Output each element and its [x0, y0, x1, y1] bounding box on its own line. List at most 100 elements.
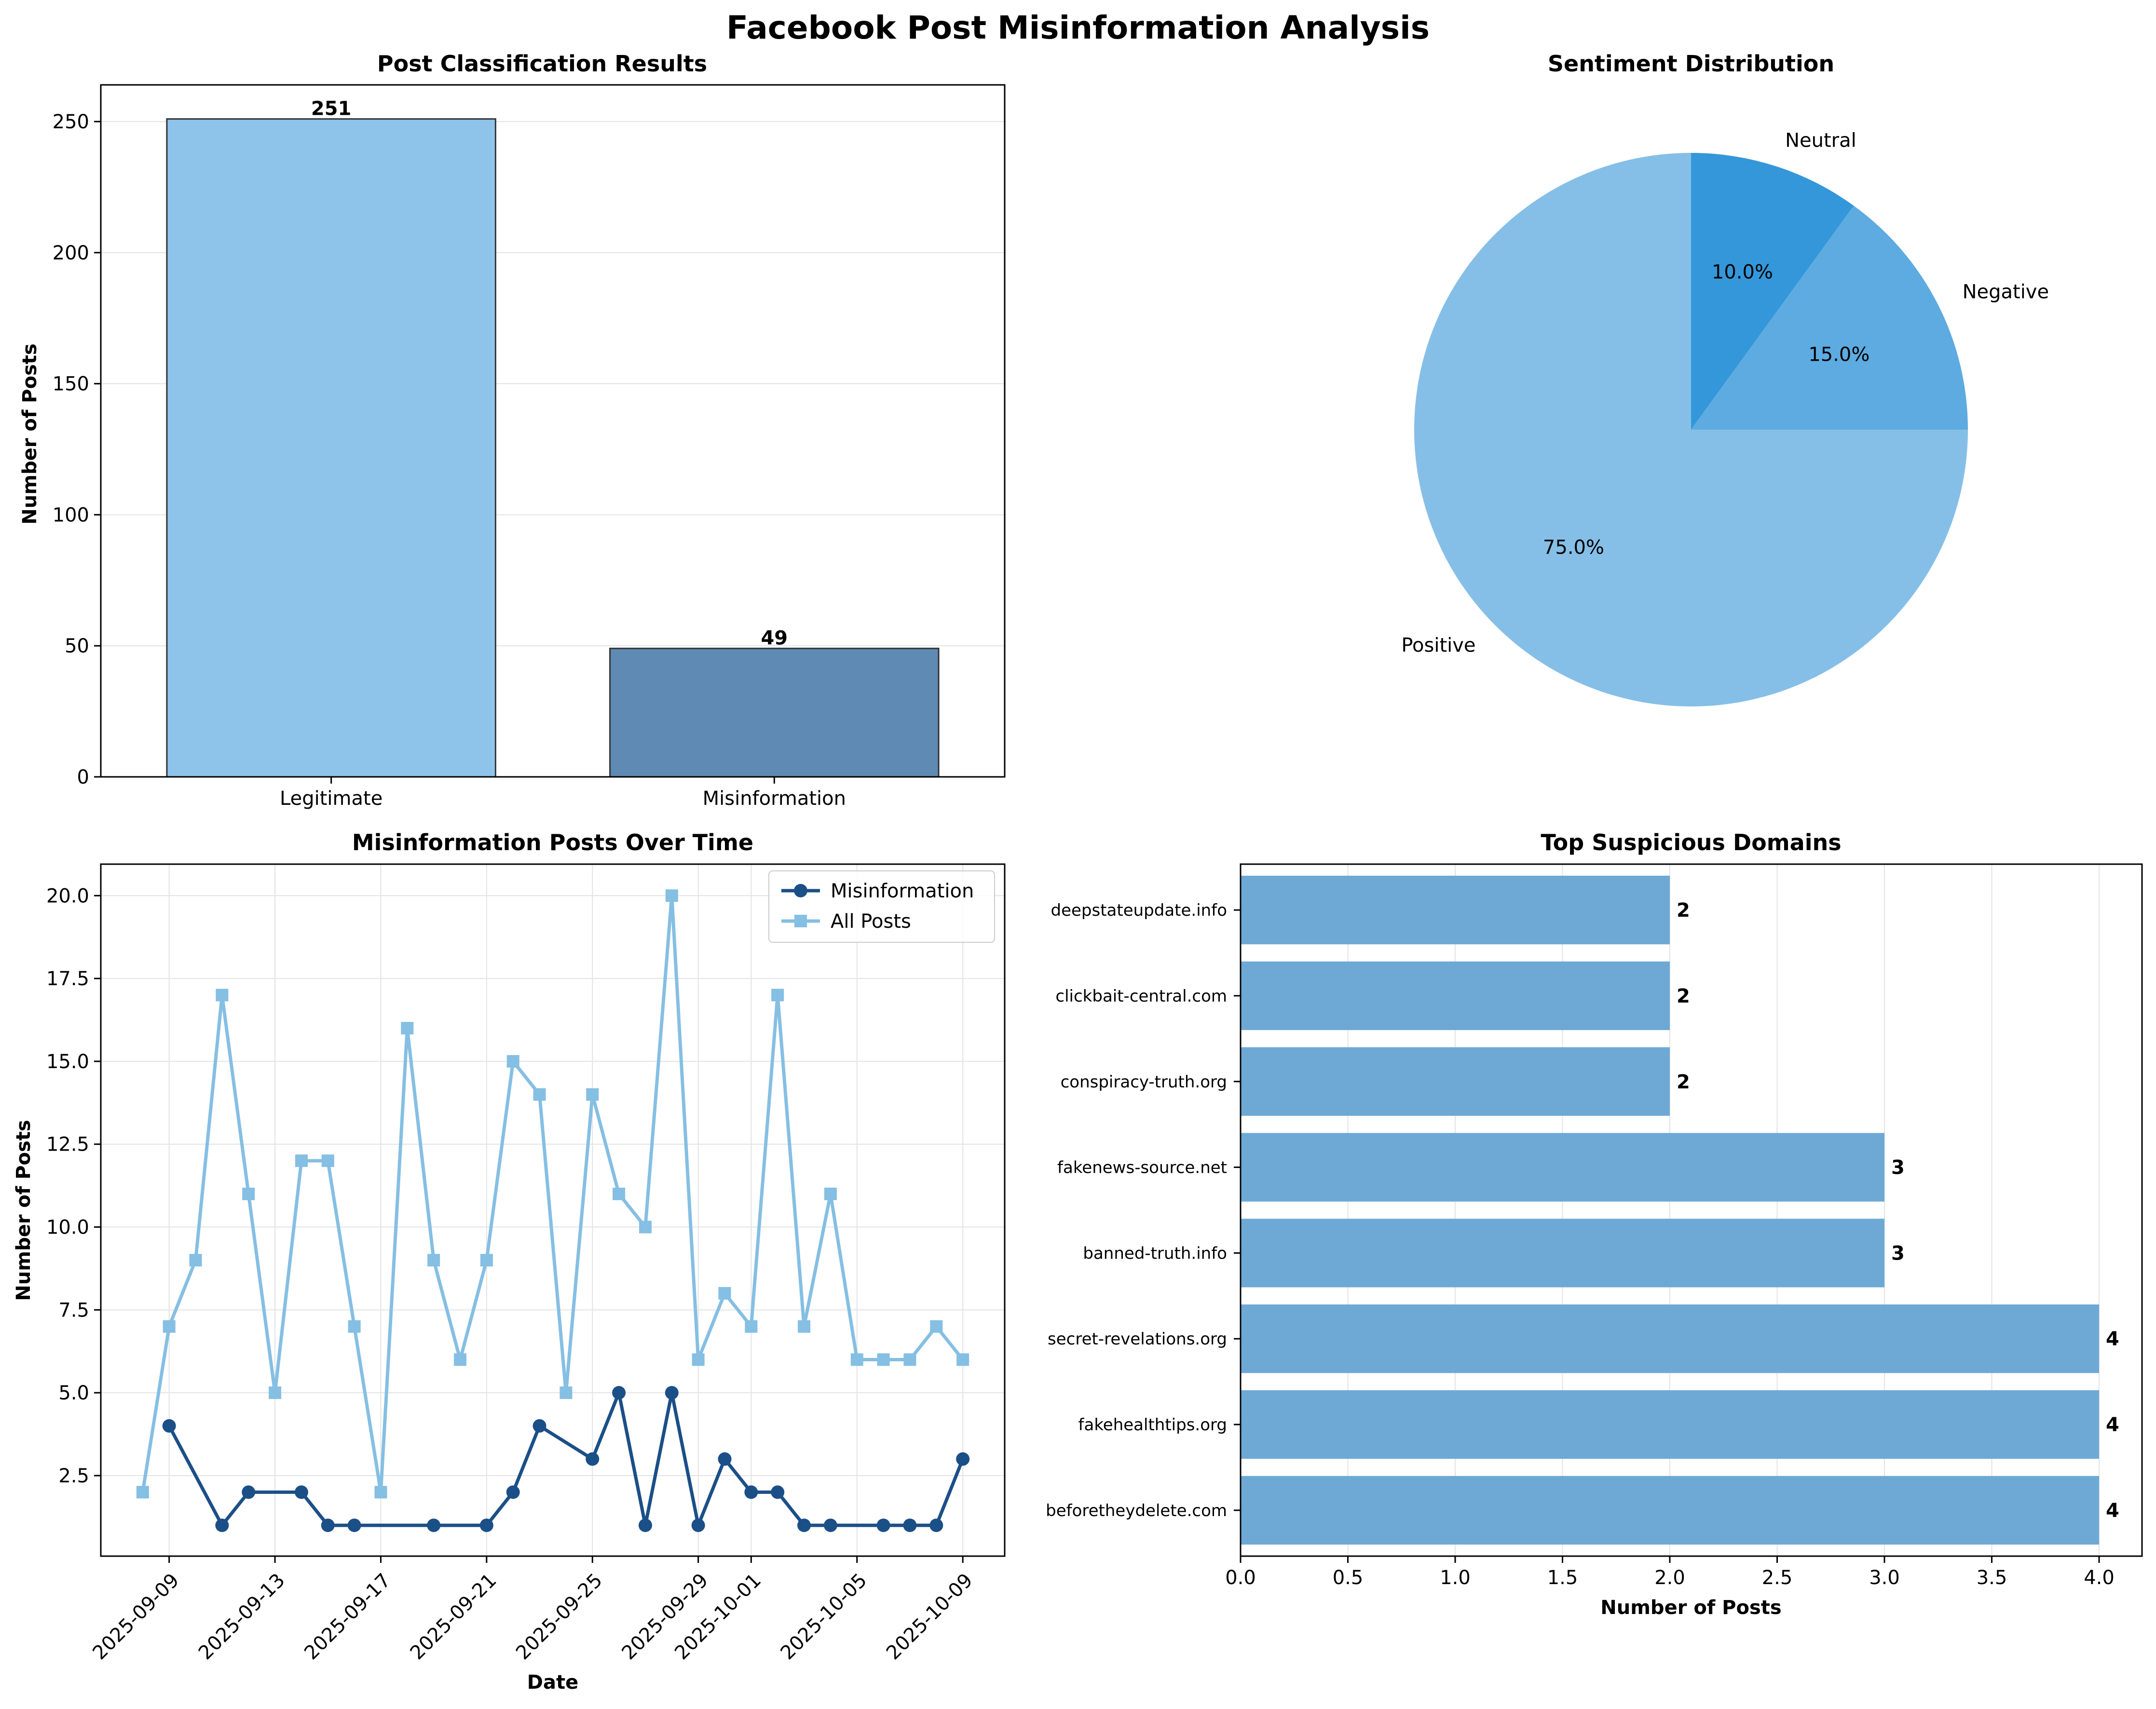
line-chart-xlabel: Date [527, 1671, 578, 1694]
all-posts-point [136, 1486, 149, 1499]
line-chart-ytick-label: 7.5 [58, 1299, 89, 1321]
all-posts-point [374, 1486, 387, 1499]
misinformation-point [294, 1485, 308, 1499]
line-chart-ytick-label: 12.5 [46, 1134, 89, 1156]
bar-misinformation [609, 648, 940, 778]
misinformation-point [929, 1519, 943, 1533]
domain-bar [1241, 1219, 1884, 1288]
hbar-chart-xtick-label: 3.0 [1869, 1567, 1900, 1589]
all-posts-point [613, 1187, 626, 1200]
bar-chart-ylabel: Number of Posts [19, 343, 41, 524]
domain-bar-value-label: 3 [1891, 1157, 1905, 1179]
legend-all-posts-label: All Posts [831, 910, 911, 933]
hbar-chart-title: Top Suspicious Domains [1541, 829, 1841, 855]
domains-hbar-chart: Top Suspicious Domains Number of Posts 4… [1046, 829, 2143, 1619]
line-chart-ylabel: Number of Posts [13, 1120, 35, 1301]
pie-slice-neutral [1691, 153, 1854, 430]
all-posts-point [559, 1386, 573, 1399]
all-posts-point [639, 1221, 652, 1234]
domain-bar-value-label: 2 [1677, 1071, 1690, 1093]
misinformation-point [586, 1452, 600, 1466]
domain-bar [1241, 876, 1670, 945]
domain-label: deepstateupdate.info [1051, 901, 1228, 920]
all-posts-point [454, 1353, 467, 1366]
all-posts-point [692, 1353, 705, 1366]
misinformation-point [479, 1519, 493, 1533]
line-chart-ytick-label: 20.0 [46, 885, 89, 907]
misinformation-point [744, 1485, 758, 1499]
domain-bar [1241, 1047, 1670, 1116]
all-posts-point [930, 1320, 943, 1333]
all-posts-point [506, 1055, 519, 1068]
line-chart-legend: Misinformation All Posts [768, 870, 995, 943]
pie-slice-negative [1691, 205, 1968, 430]
hbar-chart-xtick-label: 1.5 [1547, 1567, 1578, 1589]
line-chart-ytick-label: 10.0 [46, 1217, 89, 1239]
pie-label-neutral: Neutral [1785, 130, 1856, 152]
legend-misinformation-label: Misinformation [831, 880, 974, 902]
hbar-chart-xtick-label: 2.5 [1762, 1567, 1793, 1589]
bar-chart-ytick-label: 150 [53, 373, 89, 395]
all-posts-point [665, 889, 678, 902]
all-posts-point [480, 1254, 493, 1267]
line-chart-ytick-label: 5.0 [58, 1382, 89, 1404]
all-posts-point [798, 1320, 811, 1333]
all-posts-point [242, 1187, 255, 1200]
hbar-chart-xtick-label: 4.0 [2084, 1567, 2115, 1589]
misinformation-point [691, 1519, 705, 1533]
all-posts-point [877, 1353, 890, 1366]
misinformation-point [956, 1452, 970, 1466]
all-posts-point [850, 1353, 863, 1366]
domain-bar-value-label: 4 [2106, 1414, 2119, 1436]
misinformation-point [903, 1519, 917, 1533]
domain-bar [1241, 1390, 2099, 1459]
domain-bar [1241, 1476, 2099, 1545]
misinformation-point [162, 1419, 176, 1433]
misinformation-point [242, 1485, 256, 1499]
misinformation-point [797, 1519, 811, 1533]
hbar-chart-xtick-label: 1.0 [1440, 1567, 1471, 1589]
all-posts-point [771, 989, 784, 1002]
domain-label: secret-revelations.org [1048, 1329, 1227, 1349]
all-posts-point [401, 1022, 414, 1035]
misinformation-point [321, 1519, 335, 1533]
bar-chart-ytick-label: 0 [77, 766, 89, 788]
misinformation-point [823, 1519, 837, 1533]
all-posts-point [745, 1320, 758, 1333]
pie-label-negative: Negative [1963, 281, 2049, 303]
line-chart-frame [100, 863, 1006, 1557]
misinformation-point [718, 1452, 732, 1466]
misinformation-point [638, 1519, 652, 1533]
domain-bar-value-label: 2 [1677, 985, 1690, 1007]
domain-bar [1241, 1304, 2099, 1373]
hbar-chart-xtick-label: 2.0 [1654, 1567, 1685, 1589]
bar-legitimate [166, 118, 496, 778]
misinformation-point [506, 1485, 520, 1499]
bar-chart-frame [100, 84, 1006, 778]
classification-bar-chart: Post Classification Results Number of Po… [19, 51, 1006, 810]
all-posts-point [321, 1154, 334, 1167]
hbar-chart-frame [1240, 863, 2143, 1557]
figure-title: Facebook Post Misinformation Analysis [726, 9, 1430, 46]
bar-chart-xtick-label: Misinformation [703, 787, 846, 810]
bar-chart-ytick-label: 200 [53, 242, 89, 264]
misinformation-point [532, 1419, 546, 1433]
domain-bar-value-label: 3 [1891, 1242, 1905, 1264]
all-posts-point [295, 1154, 308, 1167]
all-posts-point [163, 1320, 176, 1333]
all-posts-line [141, 894, 964, 1494]
hbar-chart-xtick-label: 0.0 [1225, 1567, 1256, 1589]
all-posts-point [269, 1386, 282, 1399]
misinformation-point [612, 1386, 626, 1400]
all-posts-point [586, 1088, 599, 1101]
misinformation-line [167, 1391, 965, 1527]
bar-chart-ytick-label: 100 [53, 504, 89, 526]
sentiment-pie-chart: Sentiment Distribution Neutral 10.0% Negat… [1401, 51, 2049, 706]
legend-misinformation-marker [794, 884, 807, 897]
domain-label: conspiracy-truth.org [1061, 1072, 1227, 1092]
domain-label: fakenews-source.net [1057, 1158, 1227, 1178]
domain-bar [1241, 961, 1670, 1031]
misinformation-point [665, 1386, 679, 1400]
misinformation-point [427, 1519, 441, 1533]
